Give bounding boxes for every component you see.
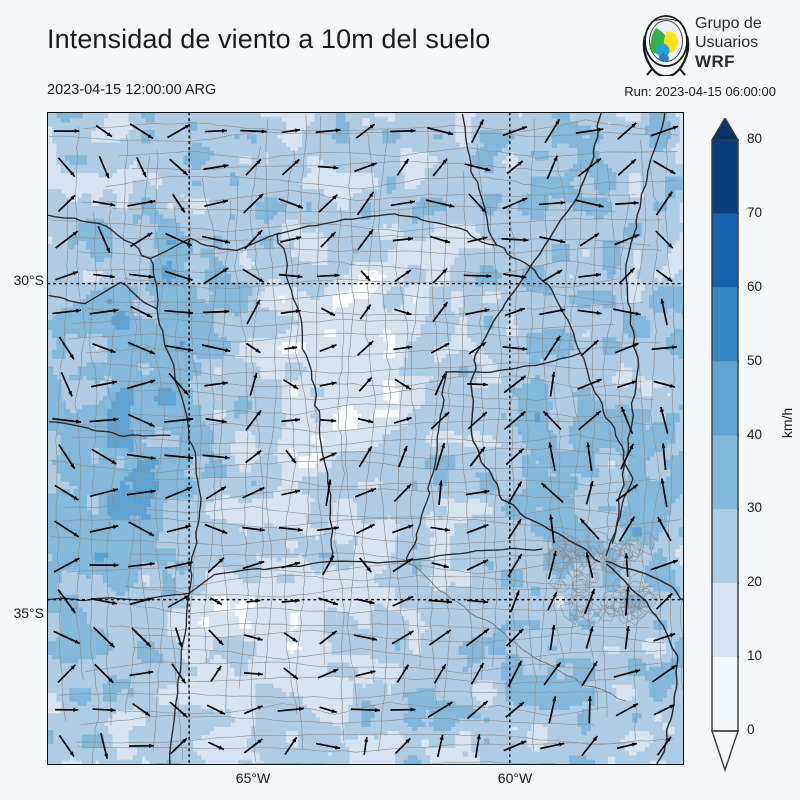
colorbar-tick-0: 0 [747, 722, 755, 737]
run-time-label: Run: 2023-04-15 06:00:00 [624, 84, 776, 99]
logo-line-3: WRF [695, 52, 735, 71]
globe-emblem-icon [642, 15, 690, 76]
province-boundaries [48, 113, 634, 764]
graticule-lines [48, 113, 683, 764]
ytick-label-30s: 30°S [13, 272, 44, 288]
colorbar-tick-10: 10 [747, 648, 763, 664]
map-plot-area[interactable] [47, 112, 684, 765]
colorbar-tick-30: 30 [747, 500, 763, 516]
xtick-label-65w: 65°W [235, 770, 271, 786]
logo-line-1: Grupo de [695, 15, 762, 32]
valid-time-label: 2023-04-15 12:00:00 ARG [47, 82, 217, 98]
colorbar[interactable]: 0 10 20 30 40 50 60 70 80 [711, 118, 762, 778]
wind-vector-arrows [52, 118, 679, 760]
colorbar-tick-20: 20 [747, 574, 763, 590]
colorbar-tick-80: 80 [747, 131, 763, 146]
logo: Grupo de Usuarios WRF [637, 12, 792, 78]
colorbar-tick-40: 40 [747, 426, 763, 442]
page-title: Intensidad de viento a 10m del suelo [47, 24, 491, 54]
colorbar-unit-label: km/h [779, 407, 795, 439]
wind-intensity-map [48, 113, 683, 764]
logo-text: Grupo de Usuarios WRF [695, 14, 792, 71]
xtick-label-60w: 60°W [497, 770, 533, 786]
ytick-label-35s: 35°S [13, 605, 44, 621]
colorbar-tick-60: 60 [747, 278, 763, 294]
colorbar-tick-50: 50 [747, 352, 763, 368]
logo-line-2: Usuarios [695, 34, 759, 51]
colorbar-tick-70: 70 [747, 204, 763, 220]
colorbar-gradient [711, 118, 739, 773]
